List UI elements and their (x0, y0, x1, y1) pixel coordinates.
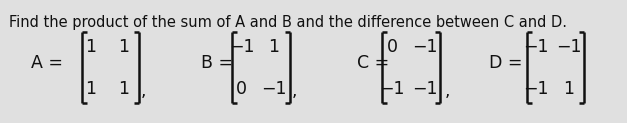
Text: C =: C = (357, 54, 389, 72)
Text: B =: B = (201, 54, 233, 72)
Text: 1: 1 (563, 80, 574, 98)
Text: −1: −1 (524, 38, 549, 56)
Text: ,: , (445, 82, 451, 100)
Text: −1: −1 (261, 80, 287, 98)
Text: 1: 1 (268, 38, 280, 56)
Text: −1: −1 (556, 38, 581, 56)
Text: 1: 1 (118, 80, 129, 98)
Text: 0: 0 (386, 38, 398, 56)
Text: −1: −1 (412, 80, 437, 98)
Text: 1: 1 (85, 38, 97, 56)
Text: Find the product of the sum of A and B and the difference between C and D.: Find the product of the sum of A and B a… (9, 15, 567, 30)
Text: −1: −1 (524, 80, 549, 98)
Text: D =: D = (489, 54, 522, 72)
Text: 1: 1 (118, 38, 129, 56)
Text: 0: 0 (236, 80, 247, 98)
Text: ,: , (292, 82, 297, 100)
Text: 1: 1 (85, 80, 97, 98)
Text: −1: −1 (379, 80, 404, 98)
Text: −1: −1 (229, 38, 254, 56)
Text: −1: −1 (412, 38, 437, 56)
Text: ,: , (141, 82, 147, 100)
Text: A =: A = (31, 54, 63, 72)
